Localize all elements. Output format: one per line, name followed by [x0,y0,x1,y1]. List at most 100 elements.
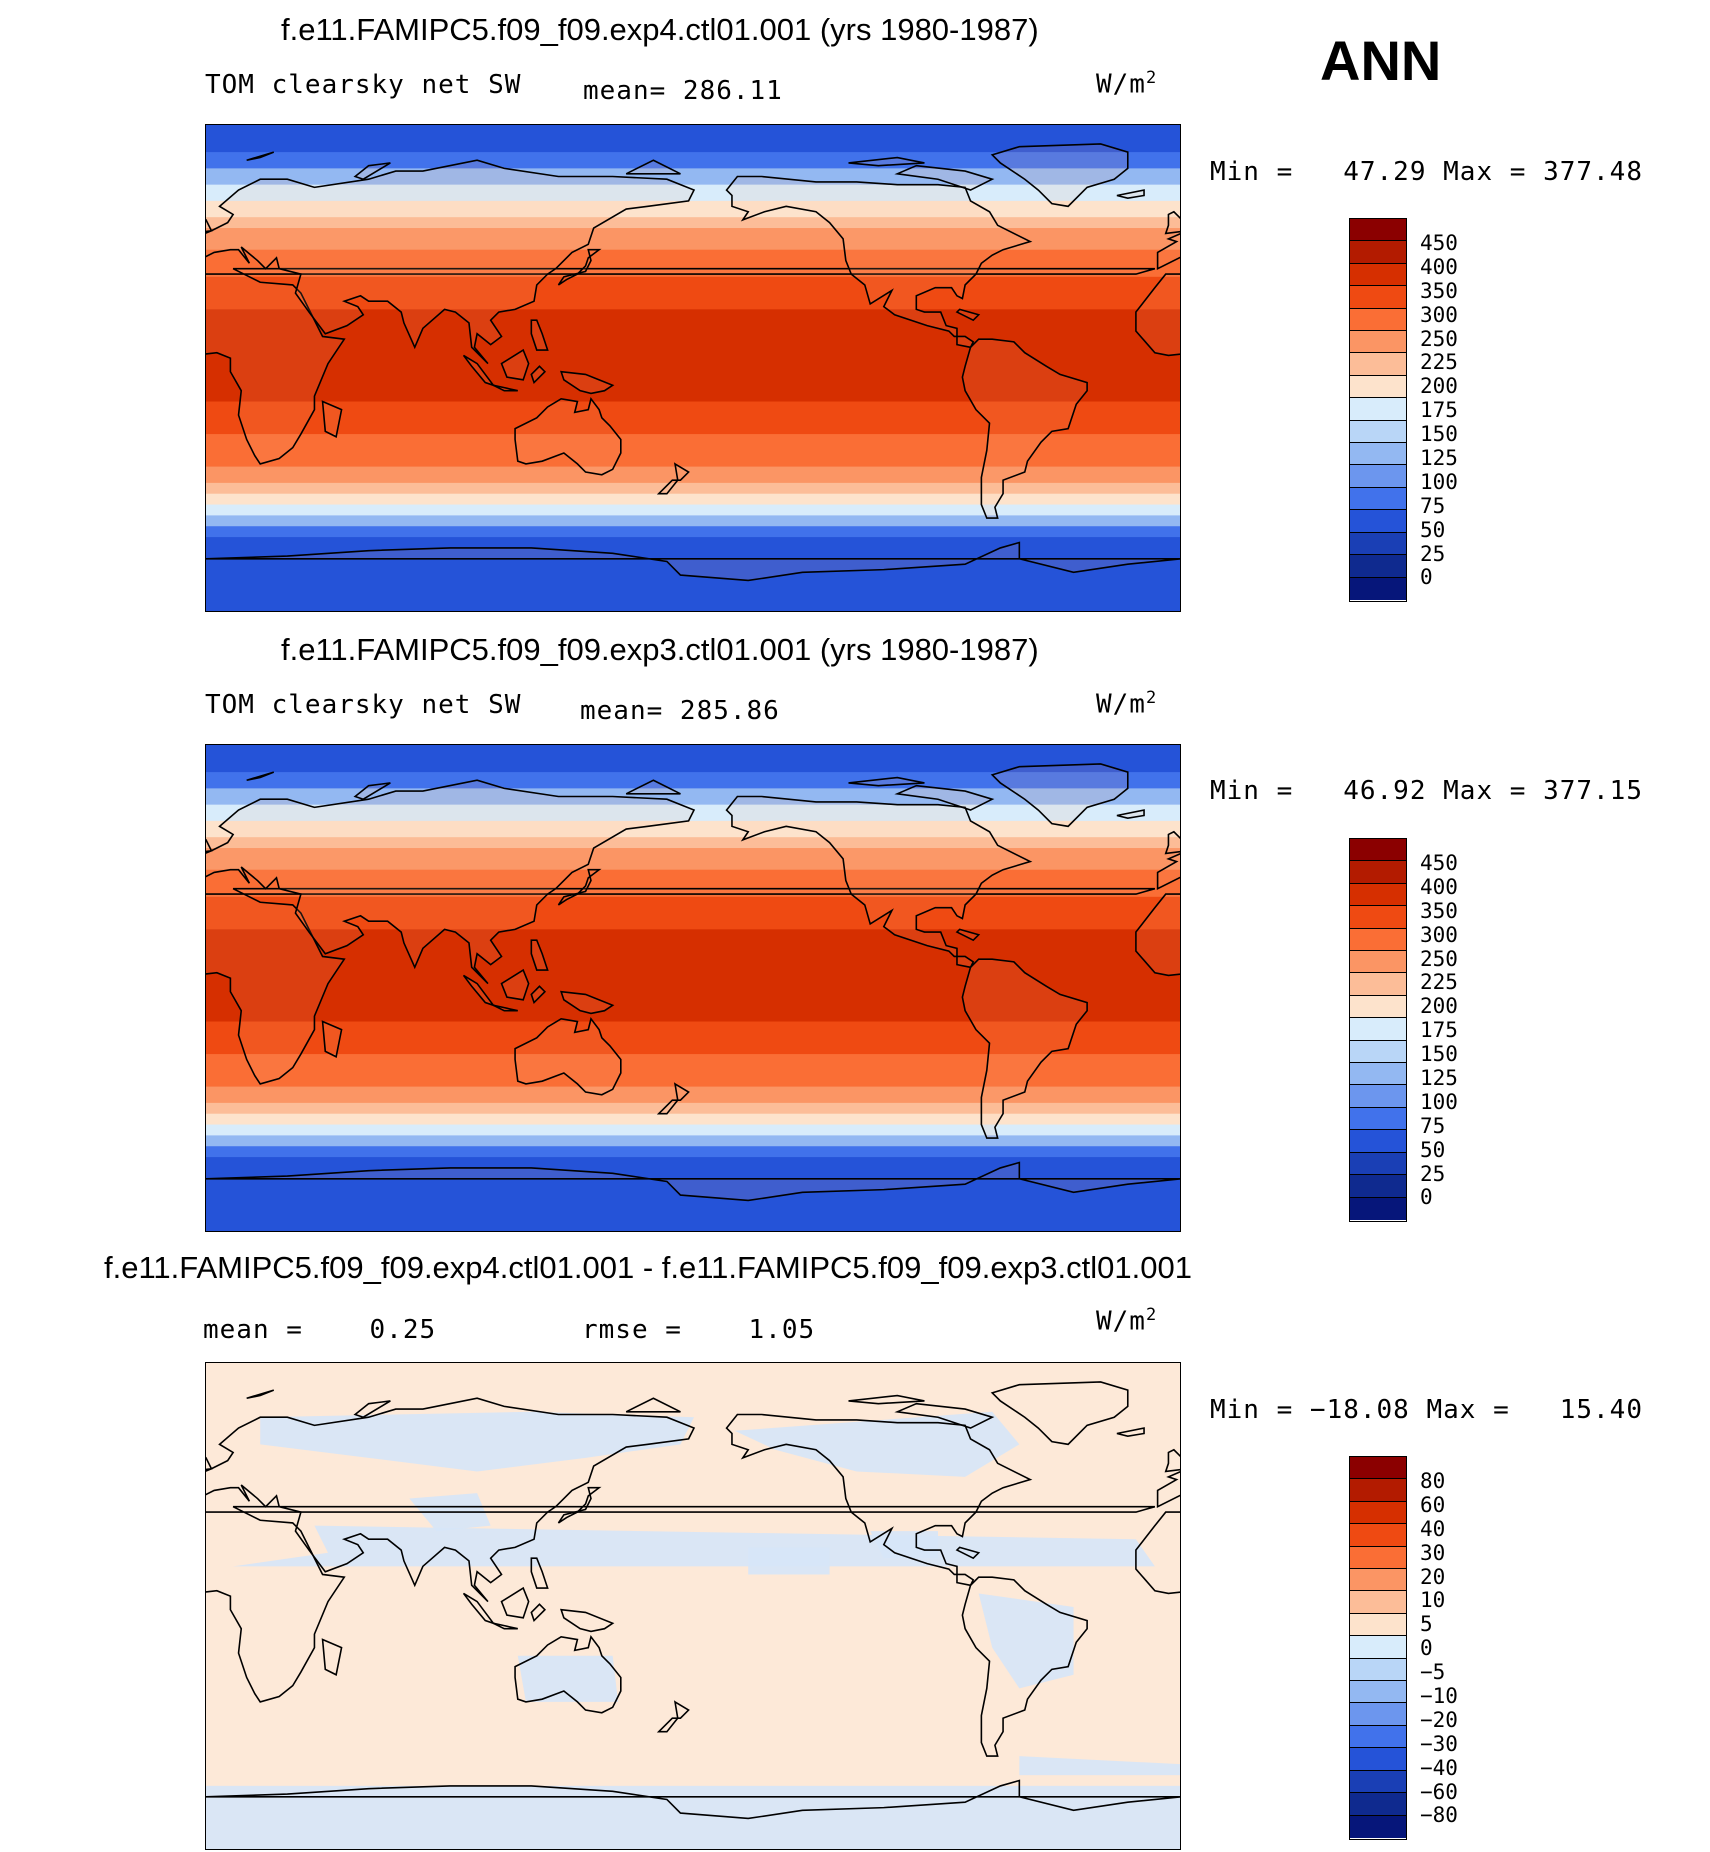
contour-band [206,504,1180,516]
coastline [353,782,391,801]
contour-band [206,526,1180,538]
coastline [656,1700,690,1733]
colorbar-label: 400 [1420,254,1458,279]
coastline [206,541,1180,582]
colorbar-label: 225 [1420,350,1458,375]
contour-band [206,249,1180,278]
colorbar-label: 25 [1420,1161,1446,1186]
colorbar-label: 300 [1420,922,1458,947]
coastline [894,1402,995,1429]
coastline [530,939,549,971]
coastline [557,248,602,286]
colorbar-cell [1350,1018,1406,1041]
coastline [725,175,1033,349]
coastline [206,1505,1156,1703]
colorbar-label: 20 [1420,1564,1446,1589]
contour-band [206,1146,1180,1158]
colorbar-cell [1350,1040,1406,1064]
colorbar-cell [1350,1479,1406,1502]
colorbar-cell [1350,1636,1406,1659]
panel-1-units: W/m2 [1096,68,1158,100]
panel-2-title: f.e11.FAMIPC5.f09_f09.exp3.ctl01.001 (yr… [281,632,1039,667]
panel-2-colorbar-labels: 450 400 350 300 250 225 200 175 150 125 100 75 50 25 0 [1420,851,1458,1209]
panel-2-units: W/m2 [1096,688,1158,720]
panel-1-map [205,124,1181,612]
colorbar-cell [1350,263,1406,287]
contour-band [206,401,1180,435]
contour-band [206,1102,1180,1115]
colorbar-cell [1350,1085,1406,1108]
coastline [848,776,925,787]
anomaly-patch [748,1547,830,1575]
panel-1-mean: mean= 286.11 [583,76,783,106]
coastline [1135,273,1180,357]
panel-2-colorbar [1349,838,1407,1222]
coastline [493,384,518,392]
colorbar-cell [1350,375,1406,399]
colorbar-label: 200 [1420,374,1458,399]
coastline [530,1603,547,1623]
coastline [625,159,681,175]
panel-2-mean: mean= 285.86 [580,696,780,726]
contour-band [206,788,1180,806]
colorbar-cell [1350,928,1406,952]
colorbar-cell [1350,420,1406,444]
colorbar-cell [1350,555,1406,578]
season-label: ANN [1320,29,1442,92]
coastlines [206,763,1180,1202]
coastline [321,1020,343,1058]
colorbar-cell [1350,1130,1406,1153]
colorbar-cell [1350,1613,1406,1637]
colorbar-label: −20 [1420,1707,1458,1732]
coastline [1135,1511,1180,1595]
map-canvas [206,125,1180,611]
colorbar-cell [1350,883,1406,907]
coastline [656,462,690,495]
anomaly-patch [734,1411,1020,1477]
colorbar-cell [1350,1725,1406,1749]
coastline [206,1397,696,1603]
colorbar-label: 150 [1420,422,1458,447]
coastline [206,887,1156,1085]
contour-band [206,466,1180,484]
panel-3-minmax: Min = −18.08 Max = 15.40 [1210,1395,1643,1425]
colorbar-cell [1350,353,1406,376]
anomaly-patch [1019,1756,1180,1776]
colorbar-cell [1350,1197,1406,1220]
colorbar-cell [1350,1569,1406,1592]
colorbar-label: −60 [1420,1779,1458,1804]
colorbar-cell [1350,577,1406,600]
colorbar-label: 75 [1420,1113,1446,1138]
coastline [206,267,1156,465]
colorbar-cell [1350,861,1406,884]
colorbar-label: 350 [1420,898,1458,923]
colorbar-cell [1350,973,1406,996]
colorbar-cell [1350,1681,1406,1704]
field-shading [206,125,1180,611]
panel-3-colorbar [1349,1456,1407,1840]
coastline [560,1608,615,1633]
coastline [246,1389,275,1400]
colorbar-label: 250 [1420,946,1458,971]
colorbar-label: −30 [1420,1731,1458,1756]
coastline [514,1634,622,1714]
coastline [462,354,496,387]
contour-band [206,309,1180,403]
colorbar-cell [1350,1063,1406,1086]
coastline [462,974,496,1007]
colorbar-cell [1350,839,1406,862]
colorbar-label: 225 [1420,970,1458,995]
colorbar-label: −10 [1420,1684,1458,1709]
colorbar-label: 350 [1420,278,1458,303]
colorbar-cell [1350,1793,1406,1816]
coastline [725,1413,1033,1587]
colorbar-label: 0 [1420,1636,1433,1661]
colorbar-label: 80 [1420,1469,1446,1493]
coastlines [206,143,1180,582]
coastline [353,1400,391,1419]
colorbar-label: 125 [1420,446,1458,471]
panel-2-map [205,744,1181,1232]
contour-band [206,1157,1180,1231]
coastline [353,162,391,181]
coastline [961,338,1088,519]
